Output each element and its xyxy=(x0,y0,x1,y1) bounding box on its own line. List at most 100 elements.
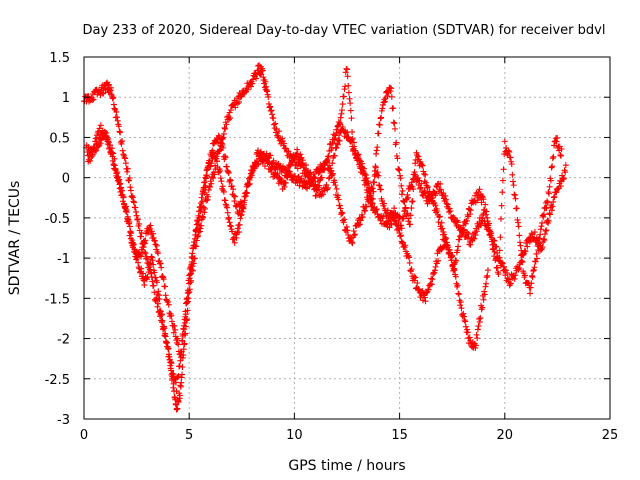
data-point xyxy=(302,184,309,191)
data-point xyxy=(195,220,202,227)
data-point xyxy=(130,198,137,205)
data-point xyxy=(377,115,384,122)
data-point xyxy=(131,246,138,253)
data-point xyxy=(168,360,175,367)
data-point xyxy=(111,105,118,112)
data-point xyxy=(124,168,131,175)
data-point xyxy=(395,166,402,173)
data-point xyxy=(136,269,143,276)
data-point xyxy=(150,230,157,237)
data-point xyxy=(246,180,253,187)
data-point xyxy=(476,186,483,193)
data-point xyxy=(88,153,95,160)
data-point xyxy=(395,165,402,172)
series-track-a xyxy=(81,62,491,413)
data-point xyxy=(402,242,409,249)
data-point xyxy=(124,165,131,172)
data-point xyxy=(528,272,535,279)
data-point xyxy=(537,226,544,233)
data-point xyxy=(124,215,131,222)
data-point xyxy=(478,220,485,227)
data-point xyxy=(472,342,479,349)
data-point xyxy=(341,216,348,223)
data-point xyxy=(213,153,220,160)
data-point xyxy=(375,130,382,137)
data-point xyxy=(204,196,211,203)
data-point xyxy=(342,69,349,76)
data-point xyxy=(294,146,301,153)
data-point xyxy=(497,234,504,241)
data-point xyxy=(195,232,202,239)
data-point xyxy=(371,179,378,186)
data-point xyxy=(240,205,247,212)
data-point xyxy=(183,296,190,303)
data-point xyxy=(90,96,97,103)
data-point xyxy=(553,138,560,145)
data-point xyxy=(184,287,191,294)
data-point xyxy=(442,234,449,241)
data-point xyxy=(282,145,289,152)
data-point xyxy=(424,183,431,190)
data-point xyxy=(346,95,353,102)
data-point xyxy=(236,221,243,228)
data-point xyxy=(313,192,320,199)
data-point xyxy=(102,132,109,139)
data-point xyxy=(416,177,423,184)
data-point xyxy=(163,340,170,347)
data-point xyxy=(197,200,204,207)
data-point xyxy=(348,115,355,122)
series-track-c xyxy=(85,65,565,395)
data-point xyxy=(177,351,184,358)
y-axis-label: SDTVAR / TECUs xyxy=(7,181,23,296)
data-point xyxy=(241,201,248,208)
data-point xyxy=(151,238,158,245)
data-point xyxy=(374,172,381,179)
data-point xyxy=(266,160,273,167)
data-point xyxy=(331,136,338,143)
data-point xyxy=(422,171,429,178)
data-point xyxy=(374,144,381,151)
data-point xyxy=(359,213,366,220)
data-point xyxy=(249,80,256,87)
data-point xyxy=(159,273,166,280)
data-point xyxy=(512,195,519,202)
data-point xyxy=(421,170,428,177)
data-point xyxy=(152,274,159,281)
data-point xyxy=(115,123,122,130)
data-point xyxy=(422,189,429,196)
data-point xyxy=(409,198,416,205)
data-point xyxy=(149,278,156,285)
data-point xyxy=(402,204,409,211)
data-point xyxy=(92,135,99,142)
data-point xyxy=(531,229,538,236)
data-point xyxy=(500,263,507,270)
data-point xyxy=(423,289,430,296)
data-point xyxy=(297,151,304,158)
data-point xyxy=(154,248,161,255)
data-point xyxy=(252,161,259,168)
data-point xyxy=(152,241,159,248)
data-point xyxy=(384,93,391,100)
data-point xyxy=(430,271,437,278)
data-point xyxy=(342,130,349,137)
x-tick-label: 5 xyxy=(185,428,193,443)
data-point xyxy=(318,174,325,181)
data-point xyxy=(162,330,169,337)
data-point xyxy=(249,169,256,176)
data-point xyxy=(496,247,503,254)
data-point xyxy=(199,213,206,220)
data-point xyxy=(490,245,497,252)
data-point xyxy=(454,247,461,254)
data-point xyxy=(126,177,133,184)
data-point xyxy=(224,204,231,211)
data-point xyxy=(187,271,194,278)
data-point xyxy=(351,231,358,238)
data-point xyxy=(553,189,560,196)
data-point xyxy=(380,99,387,106)
data-point xyxy=(513,205,520,212)
data-point xyxy=(351,232,358,239)
data-point xyxy=(424,184,431,191)
data-point xyxy=(427,280,434,287)
data-point xyxy=(381,98,388,105)
data-point xyxy=(225,169,232,176)
